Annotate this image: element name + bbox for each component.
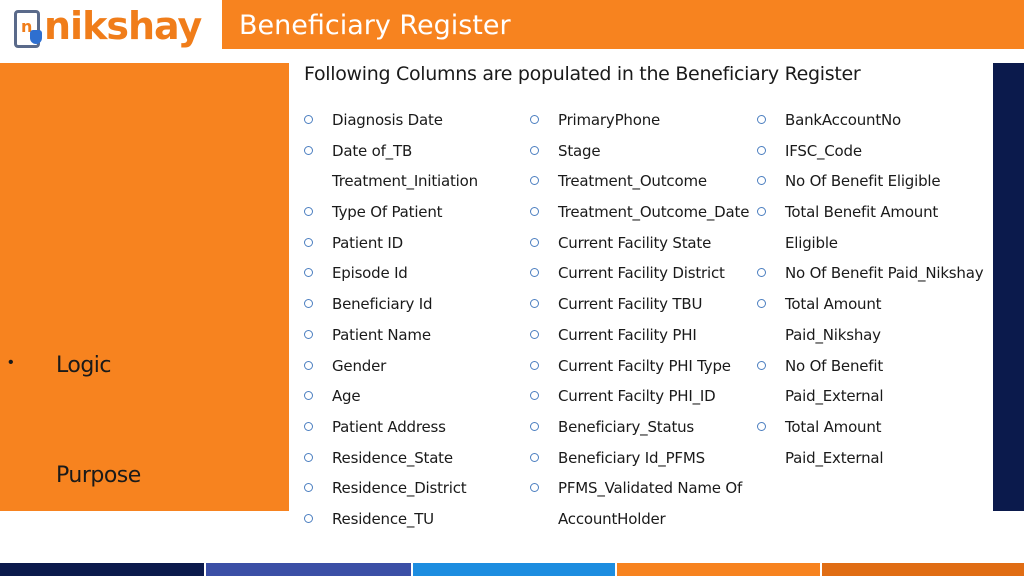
hollow-circle-icon (304, 299, 313, 309)
hollow-circle-icon (304, 145, 313, 155)
list-item-text: Diagnosis Date (332, 111, 443, 129)
strip-gap (615, 563, 618, 576)
list-item-text: Total Amount (785, 417, 882, 436)
list-item-text: PrimaryPhone (558, 111, 661, 129)
list-item-text: Age (332, 387, 361, 406)
list-item-text: Date of_TB (332, 141, 413, 160)
hollow-circle-icon (530, 391, 539, 401)
list-item-text: Eligible (785, 233, 838, 252)
logo: n nikshay (0, 0, 222, 56)
strip-segment-indigo (206, 563, 411, 576)
hollow-circle-icon (530, 115, 539, 124)
list-item-text: AccountHolder (558, 509, 666, 528)
hollow-circle-icon (530, 207, 539, 217)
list-item-text: Beneficiary Id_PFMS (558, 448, 705, 467)
strip-gap (410, 563, 413, 576)
strip-segment-orange (617, 563, 820, 576)
hollow-circle-icon (530, 421, 539, 431)
list-item-text: Patient Name (332, 325, 431, 344)
phone-icon: n (14, 10, 40, 48)
list-item-text: Stage (558, 141, 601, 160)
hollow-circle-icon (304, 115, 313, 124)
hollow-circle-icon (757, 207, 766, 217)
strip-segment-dark-orange (821, 563, 1024, 576)
list-item-text: Type Of Patient (332, 203, 443, 222)
list-item-text: Total Amount (785, 295, 882, 314)
list-item-text: Current Facilty PHI_ID (558, 387, 716, 406)
hollow-circle-icon (757, 268, 766, 278)
list-item-text: Patient ID (332, 233, 403, 252)
list-item-text: Residence_TU (332, 509, 434, 528)
hand-pointer-icon (30, 30, 42, 44)
list-item-text: Current Facility TBU (558, 295, 703, 314)
list-item-text: Treatment_Outcome_Date (558, 203, 750, 222)
list-item-text: Current Facilty PHI Type (558, 356, 731, 375)
list-item-text: Gender (332, 356, 387, 375)
list-item-text: PFMS_Validated Name Of (558, 479, 743, 498)
hollow-circle-icon (304, 483, 313, 493)
list-item-text: Current Facility District (558, 264, 725, 283)
hollow-circle-icon (757, 115, 766, 124)
strip-segment-blue (412, 563, 616, 576)
list-item-text: No Of Benefit Eligible (785, 172, 941, 191)
hollow-circle-icon (530, 483, 539, 493)
list-item-text: Paid_External (785, 448, 884, 467)
hollow-circle-icon (530, 360, 539, 370)
list-item-text: IFSC_Code (785, 141, 862, 160)
list-item-text: Paid_Nikshay (785, 325, 881, 344)
hollow-circle-icon (530, 329, 539, 339)
hollow-circle-icon (304, 237, 313, 247)
list-item-text: Beneficiary Id (332, 295, 433, 314)
hollow-circle-icon (530, 268, 539, 278)
hollow-circle-icon (304, 329, 313, 339)
list-item-text: Beneficiary_Status (558, 417, 695, 436)
list-item-text: BankAccountNo (785, 111, 902, 129)
list-item-text: Total Benefit Amount (785, 203, 939, 222)
logic-label: Logic (56, 353, 112, 378)
strip-segment-navy (0, 563, 205, 576)
hollow-circle-icon (304, 360, 313, 370)
hollow-circle-icon (530, 299, 539, 309)
list-item-text: No Of Benefit Paid_Nikshay (785, 264, 984, 283)
list-item-text: Patient Address (332, 417, 446, 436)
hollow-circle-icon (304, 513, 313, 523)
bottom-color-strip (0, 563, 1024, 576)
hollow-circle-icon (304, 268, 313, 278)
title-bar: Beneficiary Register (222, 0, 1024, 49)
hollow-circle-icon (304, 421, 313, 431)
strip-gap (819, 563, 822, 576)
purpose-label: Purpose (56, 463, 141, 488)
hollow-circle-icon (530, 237, 539, 247)
hollow-circle-icon (304, 391, 313, 401)
strip-gap (204, 563, 207, 576)
list-item-text: Treatment_Outcome (558, 172, 707, 191)
list-item-text: Current Facility PHI (558, 325, 697, 344)
left-panel: • Logic Purpose (0, 63, 289, 511)
hollow-circle-icon (757, 299, 766, 309)
list-item-text: Treatment_Initiation (332, 172, 478, 191)
hollow-circle-icon (304, 452, 313, 462)
hollow-circle-icon (530, 452, 539, 462)
list-item-text: Episode Id (332, 264, 408, 283)
hollow-circle-icon (757, 145, 766, 155)
list-item-text: Residence_State (332, 448, 453, 467)
right-accent-bar (993, 63, 1024, 511)
hollow-circle-icon (757, 421, 766, 431)
hollow-circle-icon (757, 360, 766, 370)
list-item-text: Paid_External (785, 387, 884, 406)
hollow-circle-icon (304, 207, 313, 217)
page-title: Beneficiary Register (239, 10, 511, 41)
list-item-text: Current Facility State (558, 233, 712, 252)
list-item-text: No Of Benefit (785, 356, 884, 375)
logo-text: nikshay (44, 4, 202, 48)
subtitle: Following Columns are populated in the B… (304, 63, 861, 85)
bullet-icon: • (8, 354, 14, 371)
list-item-text: Residence_District (332, 479, 467, 498)
hollow-circle-icon (530, 145, 539, 155)
hollow-circle-icon (757, 176, 766, 186)
hollow-circle-icon (530, 176, 539, 186)
logo-phone-letter: n (21, 17, 33, 36)
